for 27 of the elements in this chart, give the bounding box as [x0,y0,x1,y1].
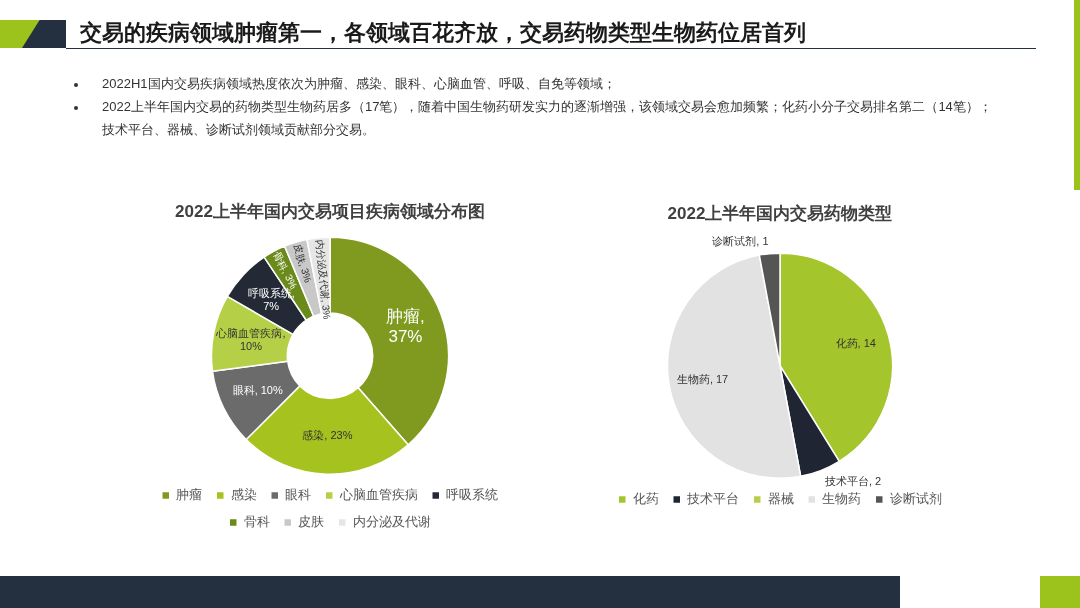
legend-label: 骨科 [243,514,270,530]
legend-label: 皮肤 [298,514,325,530]
data-label: 心脑血管疾病, 10% [215,326,286,352]
legend-label: 心脑血管疾病 [338,487,418,503]
chart-title: 2022上半年国内交易项目疾病领域分布图 [175,201,485,221]
legend-label: 器械 [767,491,794,507]
chart-title: 2022上半年国内交易药物类型 [667,203,893,223]
legend-label: 呼吸系统 [446,487,499,503]
legend-label: 感染 [230,487,257,503]
legend-label: 内分泌及代谢 [352,514,431,530]
legend-label: 生物药 [822,491,862,507]
text: 交易的疾病领域肿瘤第一，各领域百花齐放，交易药物类型生物药位居首列 [80,19,806,47]
data-label: 肿瘤, 37% [386,306,425,346]
legend-label: 诊断试剂 [889,491,942,507]
legend-label: 技术平台 [686,491,740,507]
legend-label: 眼科 [285,487,312,503]
data-label: 内分泌及代谢, 3% [313,239,333,320]
legend-label: 化药 [632,491,659,507]
text: 2022H1国内交易疾病领域热度依次为肿瘤、感染、眼科、心脑血管、呼吸、自免等领域； [102,75,616,93]
data-label: 感染, 23% [302,429,353,442]
legend-label: 肿瘤 [176,487,203,503]
data-label: 化药, 14 [835,337,876,350]
text: 2022上半年国内交易的药物类型生物药居多（17笔），随着中国生物药研发实力的逐渐增强，该领域交易会愈加频繁；化药小分子交易排名第二（14笔）；技术平台、器械、诊断试剂领域贡献部分交易。 [102,98,993,139]
data-label: 技术平台, 2 [823,474,882,487]
data-label: 诊断试剂, 1 [712,234,769,247]
data-label: 眼科, 10% [232,384,283,397]
data-label: 生物药, 17 [676,373,729,386]
